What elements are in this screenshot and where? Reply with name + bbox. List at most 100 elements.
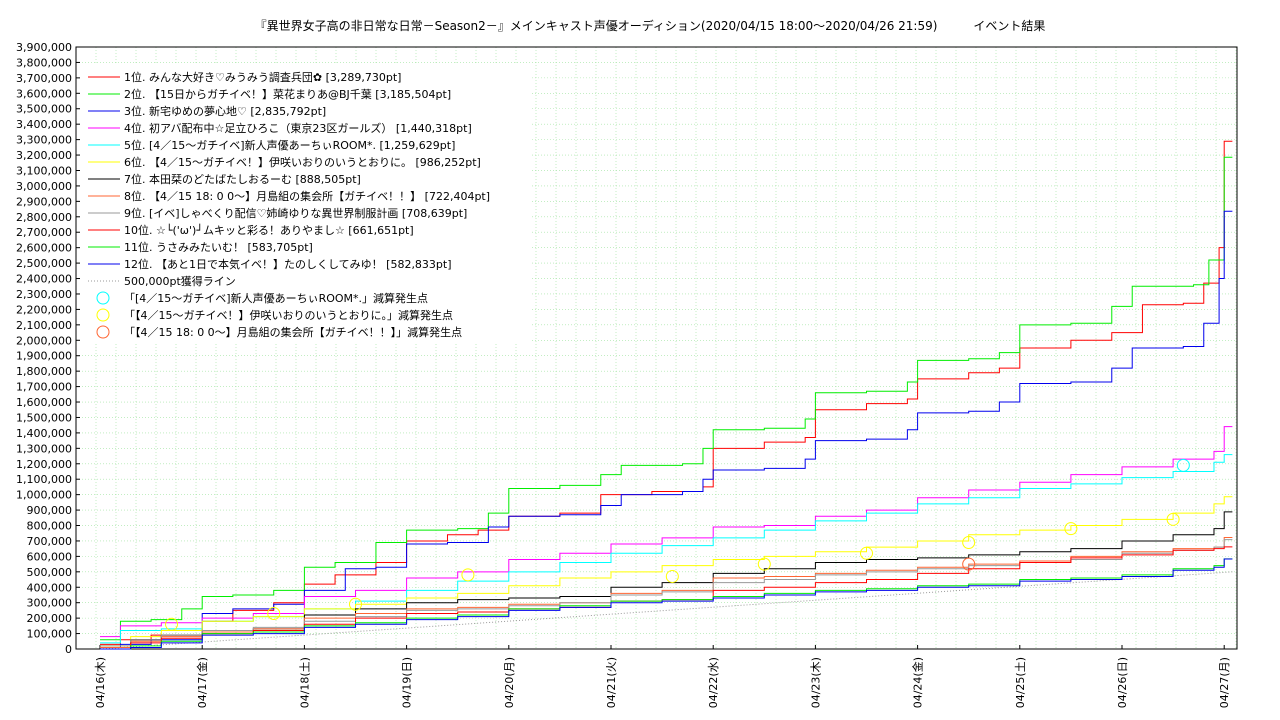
legend-label: 1位. みんな大好き♡みうみう調査兵団✿ [3,289,730pt] [124, 70, 401, 84]
x-tick-label: 04/25(土) [1014, 657, 1027, 708]
x-tick-label: 04/21(火) [605, 657, 618, 708]
y-tick-label: 100,000 [27, 628, 73, 641]
y-tick-label: 1,600,000 [16, 396, 72, 409]
y-tick-label: 3,300,000 [16, 134, 72, 147]
series-line-7 [100, 511, 1233, 650]
penalty-marker-2 [267, 606, 281, 620]
penalty-marker-2 [1166, 512, 1180, 526]
y-tick-label: 1,100,000 [16, 473, 72, 486]
legend-label: 5位. [4／15～ガチイベ]新人声優あーちぃROOM*. [1,259,629… [124, 138, 455, 152]
legend-label: 8位. 【4／15 18: 0 0～】月島組の集会所【ガチイベ！！】 [722,… [124, 189, 490, 203]
y-tick-label: 2,200,000 [16, 303, 72, 316]
y-tick-label: 200,000 [27, 612, 73, 625]
legend-label: 「[4／15～ガチイベ]新人声優あーちぃROOM*.」減算発生点 [124, 291, 428, 305]
y-tick-label: 300,000 [27, 597, 73, 610]
legend-label: 12位. 【あと1日で本気イベ！】たのしくしてみゆ！ [582,833pt] [124, 257, 452, 271]
y-tick-label: 3,900,000 [16, 41, 72, 54]
x-tick-label: 04/22(水) [707, 657, 720, 708]
penalty-markers [165, 458, 1190, 631]
y-tick-label: 0 [65, 643, 72, 656]
series-line-12 [100, 558, 1233, 650]
y-tick-label: 2,500,000 [16, 257, 72, 270]
series-line-9 [100, 539, 1233, 647]
series-line-4 [100, 426, 1233, 638]
legend-label: 10位. ☆└('ω')┘ムキッと彩る！ありやまし☆ [661,651pt] [124, 223, 414, 237]
y-tick-label: 1,500,000 [16, 411, 72, 424]
plot-frame [75, 46, 1238, 650]
y-tick-label: 2,600,000 [16, 242, 72, 255]
y-tick-label: 900,000 [27, 504, 73, 517]
y-tick-label: 1,700,000 [16, 381, 72, 394]
y-tick-label: 2,400,000 [16, 273, 72, 286]
x-tick-label: 04/16(木) [94, 657, 107, 708]
y-tick-label: 3,400,000 [16, 118, 72, 131]
series-line-2 [100, 156, 1233, 641]
penalty-marker-2 [757, 557, 771, 571]
y-tick-label: 3,000,000 [16, 180, 72, 193]
reference-line [99, 571, 1233, 650]
legend-background [80, 64, 530, 344]
y-tick-label: 3,800,000 [16, 56, 72, 69]
y-tick-label: 2,000,000 [16, 334, 72, 347]
y-tick-label: 600,000 [27, 550, 73, 563]
series-line-11 [100, 558, 1233, 650]
x-tick-label: 04/27(月) [1218, 657, 1231, 708]
x-tick-label: 04/26(日) [1116, 657, 1129, 708]
y-tick-label: 2,100,000 [16, 319, 72, 332]
y-tick-label: 500,000 [27, 566, 73, 579]
y-tick-label: 700,000 [27, 535, 73, 548]
penalty-marker-2 [962, 535, 976, 549]
legend-label: 9位. [イベ]しゃべくり配信♡姉崎ゆりな異世界制服計画 [708,639pt] [124, 206, 467, 220]
x-tick-label: 04/17(金) [195, 657, 209, 708]
x-tick-label: 04/18(土) [298, 657, 311, 708]
series-line-5 [100, 454, 1233, 644]
penalty-marker-2 [1064, 522, 1078, 536]
legend-label: 2位. 【15日からガチイベ！】菜花まりあ@BJ千葉 [3,185,504pt] [124, 87, 451, 101]
legend-marker [96, 291, 110, 305]
penalty-marker-3 [962, 557, 976, 571]
series-lines [100, 140, 1233, 650]
y-tick-label: 3,200,000 [16, 149, 72, 162]
penalty-marker-2 [349, 597, 362, 611]
x-tick-label: 04/20(月) [503, 657, 516, 708]
x-tick-label: 04/23(木) [809, 657, 822, 708]
y-tick-label: 3,500,000 [16, 103, 72, 116]
legend-label: 「【4／15～ガチイベ！】伊咲いおりのいうとおりに。」減算発生点 [124, 308, 453, 322]
legend-label: 11位. うさみみたいむ！ [583,705pt] [124, 240, 313, 254]
x-tick-label: 04/24(金) [911, 657, 925, 708]
legend-label: 3位. 新宅ゆめの夢心地♡ [2,835,792pt] [124, 104, 326, 118]
chart-title: 『異世界女子高の非日常な日常－Season2－』メインキャスト声優オーディション… [255, 18, 1046, 33]
y-tick-label: 2,700,000 [16, 226, 72, 239]
legend-label: 4位. 初アバ配布中☆足立ひろこ（東京23区ガールズ） [1,440,318pt… [124, 121, 472, 135]
legend-marker [96, 325, 110, 339]
series-line-6 [100, 496, 1233, 647]
y-tick-label: 400,000 [27, 581, 73, 594]
y-tick-label: 1,000,000 [16, 489, 72, 502]
penalty-marker-2 [461, 568, 475, 582]
x-tick-label: 04/19(日) [401, 657, 414, 708]
penalty-marker-1 [1176, 458, 1190, 472]
y-tick-label: 1,900,000 [16, 350, 72, 363]
y-axis-ticks: 0 100,000 200,000 300,000 400,000 500,000 600,… [16, 41, 80, 656]
legend-label: 「【4／15 18: 0 0～】月島組の集会所【ガチイベ！！】」減算発生点 [124, 325, 462, 339]
y-tick-label: 2,300,000 [16, 288, 72, 301]
penalty-marker-2 [165, 617, 179, 631]
legend-label: 7位. 本田栞のどたばたしおるーむ [888,505pt] [124, 172, 361, 186]
y-tick-label: 3,100,000 [16, 164, 72, 177]
y-tick-label: 1,400,000 [16, 427, 72, 440]
y-tick-label: 1,800,000 [16, 365, 72, 378]
penalty-marker-2 [665, 569, 679, 583]
y-tick-label: 1,200,000 [16, 458, 72, 471]
legend-marker [96, 308, 110, 322]
y-tick-label: 3,600,000 [16, 87, 72, 100]
y-tick-label: 2,900,000 [16, 195, 72, 208]
y-tick-label: 2,800,000 [16, 211, 72, 224]
x-axis-ticks: 04/16(木) 04/17(金) 04/18(土) 04/19(日) 04/20(月)… [94, 645, 1231, 708]
series-line-8 [100, 536, 1233, 648]
y-tick-label: 1,300,000 [16, 442, 72, 455]
y-tick-label: 800,000 [27, 520, 73, 533]
legend: 1位. みんな大好き♡みうみう調査兵団✿ [3,289,730pt] 2位. 【1… [80, 64, 530, 344]
legend-label: 500,000pt獲得ライン [124, 275, 236, 288]
y-tick-label: 3,700,000 [16, 72, 72, 85]
